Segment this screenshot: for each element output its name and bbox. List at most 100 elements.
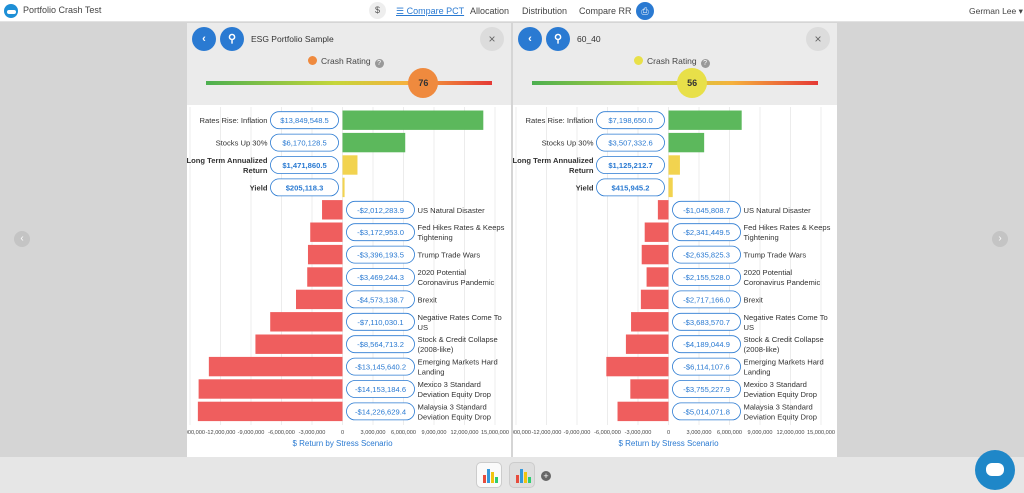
- value-pill: [346, 357, 415, 376]
- app-title: Portfolio Crash Test: [23, 5, 102, 15]
- bar: [342, 155, 358, 175]
- value-label: -$2,717,166.0: [683, 295, 730, 304]
- next-arrow-button[interactable]: ›: [992, 231, 1008, 247]
- chat-icon[interactable]: [975, 450, 1015, 490]
- category-label: Mexico 3 Standard Deviation Equity Drop: [418, 380, 491, 399]
- dollar-button[interactable]: $: [369, 2, 386, 19]
- category-label: Yield: [250, 183, 268, 192]
- crash-rating-dot: [634, 56, 643, 65]
- bar: [342, 177, 345, 198]
- add-chart-button[interactable]: +: [541, 471, 551, 481]
- x-tick-label: 9,000,000: [422, 430, 447, 436]
- close-icon: ×: [488, 32, 496, 46]
- x-tick-label: 6,000,000: [391, 430, 416, 436]
- bar: [668, 155, 680, 175]
- value-label: -$6,114,107.6: [683, 363, 729, 372]
- bar: [630, 379, 669, 399]
- bar: [307, 244, 343, 265]
- search-icon: ⚲: [553, 33, 563, 45]
- value-pill: [596, 156, 665, 174]
- value-label: $1,125,212.7: [608, 161, 652, 170]
- chart-thumbnail-1[interactable]: [476, 462, 502, 488]
- value-label: -$13,145,640.2: [355, 363, 406, 372]
- help-icon[interactable]: ?: [374, 59, 384, 68]
- bar: [668, 177, 673, 198]
- value-label: -$5,014,071.8: [683, 407, 730, 416]
- value-pill: [672, 380, 741, 398]
- nav-allocation[interactable]: Allocation: [470, 6, 510, 16]
- close-button[interactable]: ×: [806, 27, 830, 51]
- bar: [322, 200, 343, 220]
- value-label: -$8,564,713.2: [357, 340, 404, 349]
- chevron-left-icon: ‹: [202, 33, 206, 45]
- x-tick-label: 6,000,000: [717, 430, 742, 436]
- x-tick-label: -12,000,000: [206, 430, 236, 436]
- category-label: Emerging Markets Hard Landing: [744, 358, 824, 377]
- value-label: -$1,045,808.7: [683, 206, 730, 215]
- value-pill: [672, 290, 741, 309]
- bottom-bar: +: [0, 457, 1024, 493]
- value-pill: [596, 111, 665, 130]
- category-label: Emerging Markets Hard Landing: [418, 358, 498, 377]
- search-button[interactable]: ⚲: [546, 27, 570, 51]
- value-label: -$7,110,030.1: [357, 318, 403, 327]
- value-label: -$3,396,193.5: [357, 251, 404, 260]
- x-tick-label: 9,000,000: [748, 430, 773, 436]
- value-label: -$2,635,825.3: [683, 251, 730, 260]
- value-pill: [672, 402, 741, 421]
- back-button[interactable]: ‹: [192, 27, 216, 51]
- category-label: Negative Rates Come To US: [744, 313, 828, 332]
- value-label: -$2,012,283.9: [357, 206, 404, 215]
- value-label: -$3,172,953.0: [357, 228, 404, 237]
- panel-header: ‹ ⚲ 60_40 × Crash Rating? 56: [513, 23, 837, 105]
- value-label: $205,118.3: [286, 183, 324, 192]
- category-label: 2020 Potential Coronavirus Pandemic: [744, 268, 821, 287]
- x-tick-label: -3,000,000: [625, 430, 652, 436]
- value-label: -$3,755,227.9: [683, 385, 730, 394]
- value-label: $13,849,548.5: [280, 116, 329, 125]
- value-pill: [346, 312, 415, 331]
- panel-header: ‹ ⚲ ESG Portfolio Sample × Crash Rating?…: [187, 23, 511, 105]
- print-button[interactable]: ⎙: [636, 2, 654, 20]
- user-menu[interactable]: German Lee ▾: [969, 6, 1023, 16]
- x-tick-label: 15,000,000: [807, 430, 835, 436]
- close-button[interactable]: ×: [480, 27, 504, 51]
- category-label: Malaysia 3 Standard Deviation Equity Drop: [418, 402, 491, 421]
- bar: [310, 222, 343, 242]
- value-pill: [270, 133, 339, 152]
- value-label: -$2,155,528.0: [683, 273, 730, 282]
- help-icon[interactable]: ?: [700, 59, 710, 68]
- search-button[interactable]: ⚲: [220, 27, 244, 51]
- bar: [342, 110, 484, 130]
- category-label: Brexit: [418, 295, 438, 304]
- value-label: -$3,469,244.3: [357, 273, 404, 282]
- x-tick-label: -6,000,000: [594, 430, 621, 436]
- prev-arrow-button[interactable]: ‹: [14, 231, 30, 247]
- x-tick-label: -15,000,000: [187, 430, 205, 436]
- nav-compare-rr[interactable]: Compare RR: [579, 6, 632, 16]
- nav-distribution[interactable]: Distribution: [522, 6, 568, 16]
- nav-compare-pct[interactable]: ☰ Compare PCT: [396, 6, 465, 16]
- bar: [208, 356, 343, 377]
- bar: [197, 401, 343, 422]
- chevron-left-icon: ‹: [528, 33, 532, 45]
- bar: [644, 222, 669, 242]
- search-icon: ⚲: [227, 33, 237, 45]
- category-label: Rates Rise: Inflation: [200, 116, 268, 125]
- value-label: -$4,189,044.9: [683, 340, 730, 349]
- value-label: $7,198,650.0: [608, 116, 652, 125]
- x-axis-label: $ Return by Stress Scenario: [618, 439, 719, 448]
- value-pill: [672, 357, 741, 376]
- value-pill: [672, 200, 741, 219]
- crash-rating-label: Crash Rating?: [634, 56, 710, 68]
- x-tick-label: 15,000,000: [481, 430, 509, 436]
- value-label: -$14,153,184.6: [355, 385, 406, 394]
- back-button[interactable]: ‹: [518, 27, 542, 51]
- x-tick-label: 12,000,000: [451, 430, 479, 436]
- category-label: 2020 Potential Coronavirus Pandemic: [418, 268, 495, 287]
- category-label: US Natural Disaster: [418, 206, 486, 215]
- value-label: $3,507,332.6: [608, 139, 652, 148]
- chart-thumbnail-2[interactable]: [509, 462, 535, 488]
- bar: [625, 334, 669, 354]
- bar: [342, 132, 406, 153]
